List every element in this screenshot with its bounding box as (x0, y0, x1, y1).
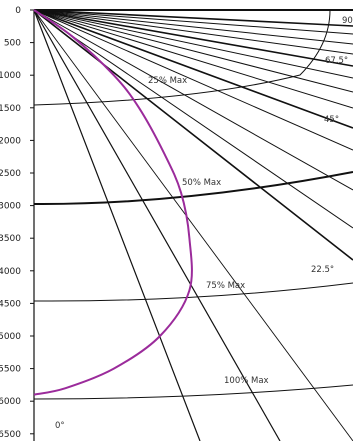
y-tick-label: 3500 (0, 234, 21, 244)
y-tick-label: 6500 (0, 430, 21, 440)
contours-layer (33, 9, 353, 400)
contour-curve (33, 9, 331, 106)
series-curve (33, 9, 193, 396)
angle-label: 67.5° (325, 56, 348, 66)
radial-line (33, 9, 353, 35)
contour-label: 25% Max (148, 76, 187, 86)
radial-line (33, 9, 353, 191)
y-tick-label: 5000 (0, 332, 21, 342)
radial-line (33, 9, 353, 93)
radial-line (33, 9, 353, 27)
y-tick-label: 5500 (0, 365, 21, 375)
y-tick-label: 6000 (0, 397, 21, 407)
y-tick-label: 4000 (0, 267, 21, 277)
radial-line (33, 9, 353, 129)
y-tick-label: 500 (4, 39, 21, 49)
radial-line (33, 9, 353, 109)
y-tick-label: 2000 (0, 136, 21, 146)
angle-labels: 90 67.5° 45° 22.5° 0° (55, 16, 353, 431)
radial-line (33, 9, 353, 55)
angle-label: 45° (324, 115, 339, 125)
angle-label: 0° (55, 421, 65, 431)
rays-layer (33, 9, 353, 441)
radial-line (33, 9, 353, 79)
radial-line (33, 9, 353, 441)
y-tick-label: 1000 (0, 71, 21, 81)
contour-label: 75% Max (206, 281, 245, 291)
y-tick-label: 1500 (0, 104, 21, 114)
angle-label: 90 (342, 16, 353, 26)
radial-line (33, 9, 353, 151)
contour-curve (33, 282, 353, 302)
contour-curve (33, 384, 353, 400)
y-tick-label: 3000 (0, 202, 21, 212)
contour-curve (33, 171, 353, 206)
contour-labels: 25% Max 50% Max 75% Max 100% Max (148, 76, 269, 386)
angle-label: 22.5° (311, 265, 334, 275)
radial-line (33, 9, 201, 441)
radial-line (33, 9, 353, 45)
radial-line (33, 9, 353, 261)
y-tick-label: 4500 (0, 299, 21, 309)
y-tick-label: 0 (15, 6, 21, 16)
contour-label: 100% Max (224, 376, 269, 386)
radial-line (33, 9, 281, 441)
radial-line (33, 9, 353, 67)
y-tick-label: 2500 (0, 169, 21, 179)
y-axis (33, 9, 353, 441)
contour-label: 50% Max (182, 178, 221, 188)
y-ticks: 0 500 1000 1500 2000 2500 3000 3500 4000 4500 5000… (0, 6, 34, 440)
radial-line (33, 9, 353, 229)
